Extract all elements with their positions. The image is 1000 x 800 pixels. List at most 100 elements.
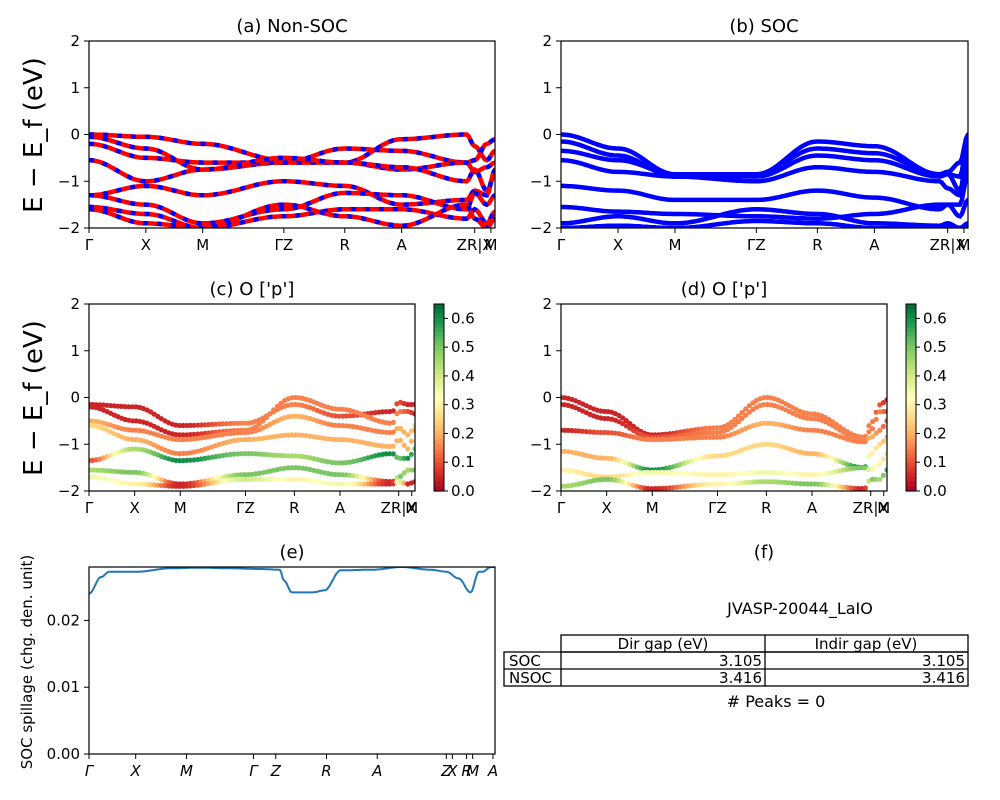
point-d-3-87 — [873, 445, 879, 451]
band-ylabel-top: E − E_f (eV) — [19, 57, 49, 213]
point-c-5-42 — [238, 472, 244, 478]
colorbar-cell-d-38 — [906, 481, 916, 487]
colorbar-cell-c-33 — [434, 458, 444, 464]
point-d-0-50 — [739, 409, 745, 416]
colorbar-cell-d-11 — [906, 355, 916, 361]
colorbar-cell-d-17 — [906, 383, 916, 389]
point-c-0-29 — [191, 422, 197, 428]
xtick-label-d-2: M — [646, 499, 659, 517]
colorbar-label-c-1: 0.5 — [451, 338, 475, 356]
colorbar-frame-c — [433, 303, 445, 492]
point-c-6-20 — [158, 482, 164, 489]
point-c-0-42 — [238, 420, 244, 426]
ytick-label-a-2: 0 — [70, 126, 80, 144]
xtick-label-a-4: R — [340, 236, 350, 254]
point-d-4-29 — [663, 469, 669, 476]
point-c-6-15 — [140, 481, 146, 487]
point-c-6-44 — [245, 476, 251, 482]
colorbar-cell-d-3 — [906, 318, 916, 324]
point-c-6-49 — [263, 476, 270, 482]
xtick-label-e-7: Z — [440, 762, 452, 780]
point-d-2-89 — [880, 423, 887, 429]
xtick-label-a-0: Γ — [85, 236, 94, 254]
ytick-label-d-1: 1 — [542, 342, 552, 360]
xtick-label-d-3: ΓZ — [708, 499, 727, 517]
point-d-4-89 — [880, 456, 887, 462]
colorbar-cell-c-24 — [434, 416, 444, 422]
point-c-2-69 — [336, 422, 342, 429]
point-d-0-90 — [884, 397, 887, 403]
point-c-0-56 — [289, 402, 295, 408]
point-d-5-51 — [743, 479, 749, 486]
point-d-5-43 — [714, 481, 720, 487]
frame-c — [88, 303, 416, 492]
point-c-1-24 — [173, 432, 179, 438]
colorbar-label-c-4: 0.2 — [451, 424, 475, 442]
table-cell-nsoc-dir: 3.416 — [719, 669, 762, 687]
band-line-b-3 — [561, 157, 968, 198]
point-d-2-69 — [808, 427, 814, 433]
point-c-0-11 — [126, 404, 132, 410]
axes-e: 0.020.010.00Γ X M Γ Z R A ZX RM A — [47, 611, 499, 780]
colorbar-cell-c-4 — [434, 322, 444, 328]
colorbar-cell-d-37 — [906, 476, 916, 483]
xtick-label-d-5: A — [807, 499, 818, 517]
point-d-1-51 — [743, 412, 749, 418]
point-c-6-74 — [354, 481, 360, 487]
xtick-label-d-4: R — [761, 499, 771, 517]
point-c-0-38 — [224, 421, 230, 427]
colorbar-cell-d-10 — [906, 350, 916, 357]
point-c-1-53 — [278, 400, 284, 406]
point-c-6-43 — [242, 476, 248, 482]
ytick-label-c-3: −1 — [58, 435, 80, 453]
xtick-label-c-4: R — [289, 499, 299, 517]
colorbar-label-d-4: 0.2 — [923, 424, 947, 442]
point-c-1-25 — [177, 432, 183, 438]
ytick-label-c-2: 0 — [70, 389, 80, 407]
xtick-label-a-7: M — [484, 236, 497, 254]
xtick-label-c-6: ZR|X — [381, 499, 417, 517]
point-c-2-87 — [401, 429, 407, 435]
xtick-label-c-3: ΓZ — [236, 499, 255, 517]
xtick-label-b-7: M — [957, 236, 970, 254]
point-c-1-56 — [289, 395, 295, 401]
point-c-4-87 — [401, 455, 407, 461]
colorbar-cell-c-10 — [434, 350, 444, 357]
colorbar-cell-c-16 — [434, 378, 444, 385]
xtick-label-d-7: M — [877, 499, 890, 517]
xtick-label-e-5: R — [321, 762, 331, 780]
point-d-2-29 — [663, 436, 669, 442]
point-c-4-25 — [177, 458, 183, 464]
colorbar-cell-c-11 — [434, 355, 444, 361]
colorbar-cell-d-0 — [906, 304, 916, 310]
band-line-b-2 — [561, 148, 968, 194]
ytick-label-b-1: 1 — [542, 79, 552, 97]
point-d-0-56 — [761, 395, 767, 401]
colorbar-cell-c-27 — [434, 430, 444, 436]
point-d-2-2 — [565, 427, 571, 433]
point-d-2-41 — [706, 434, 713, 440]
ytick-label-c-1: 1 — [70, 342, 80, 360]
point-d-1-56 — [761, 402, 767, 408]
point-d-0-89 — [880, 400, 887, 406]
ytick-label-d-4: −2 — [530, 482, 552, 500]
frame-e — [88, 566, 496, 755]
point-d-1-85 — [866, 429, 872, 435]
point-d-5-84 — [862, 485, 868, 491]
xtick-label-c-0: Γ — [85, 499, 94, 517]
point-d-3-90 — [884, 434, 887, 440]
point-c-6-71 — [343, 481, 349, 487]
point-d-3-56 — [761, 441, 767, 447]
colorbar-cell-c-9 — [434, 346, 444, 352]
point-c-1-51 — [271, 407, 277, 413]
colorbar-label-c-0: 0.6 — [451, 309, 475, 327]
point-c-6-53 — [278, 476, 284, 482]
peaks-label: # Peaks = 0 — [727, 692, 826, 711]
point-c-2-90 — [412, 423, 415, 429]
point-d-0-69 — [808, 411, 814, 417]
point-c-3-90 — [412, 427, 415, 433]
axes-a: 210−1−2Γ X M ΓZ R A ZR|XM — [58, 32, 498, 254]
point-d-2-87 — [873, 430, 879, 436]
colorbar-d: 0.6 0.5 0.4 0.3 0.2 0.1 0.0 — [905, 303, 947, 500]
